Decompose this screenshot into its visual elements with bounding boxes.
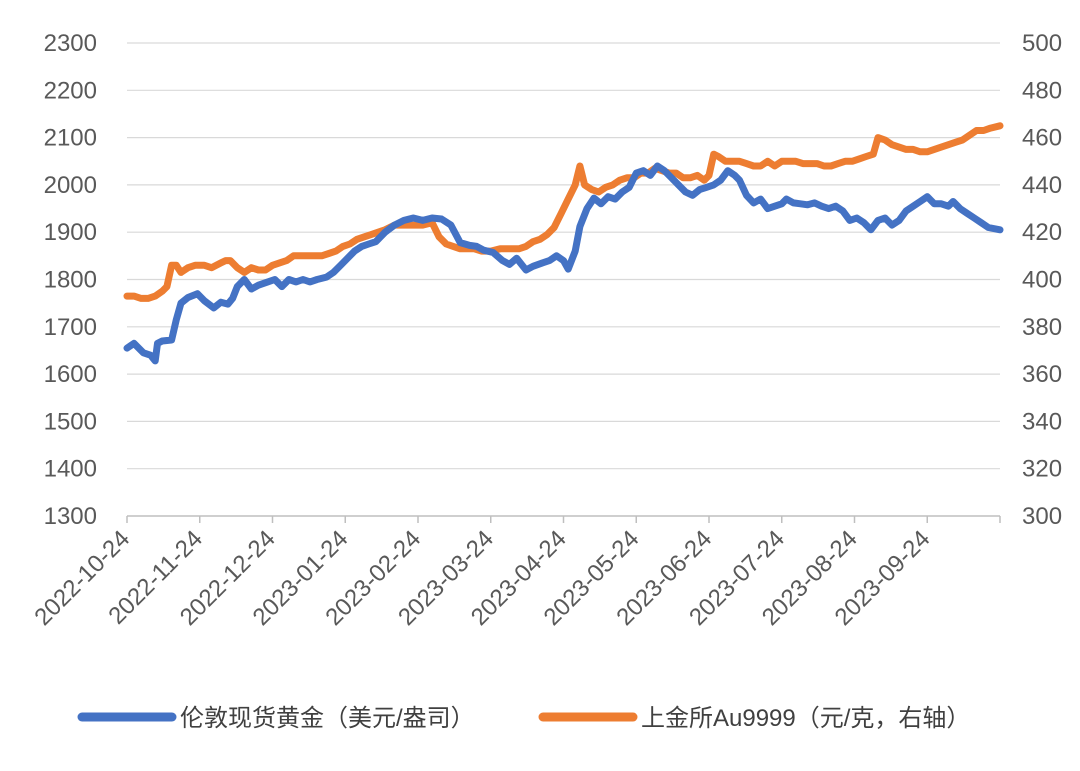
- series-line-london-gold: [123, 162, 1004, 365]
- left-y-tick-label: 2000: [44, 172, 97, 199]
- left-y-tick-label: 1300: [44, 503, 97, 530]
- series-line-sge-au9999: [123, 122, 1004, 302]
- series-layer: [123, 122, 1004, 365]
- x-axis: 2022-10-242022-11-242022-12-242023-01-24…: [29, 516, 1001, 631]
- right-y-axis: 300 320 340 360 380 400 420 440 460 480 500: [1022, 30, 1062, 530]
- left-y-tick-label: 1700: [44, 314, 97, 341]
- right-y-tick-label: 300: [1022, 503, 1062, 530]
- left-y-tick-label: 1500: [44, 408, 97, 435]
- right-y-tick-label: 360: [1022, 361, 1062, 388]
- legend-label-sge-au9999: 上金所Au9999（元/克，右轴）: [641, 705, 970, 732]
- legend-label-london-gold: 伦敦现货黄金（美元/盎司）: [180, 705, 475, 732]
- left-y-tick-label: 1800: [44, 267, 97, 294]
- left-y-tick-label: 1400: [44, 456, 97, 483]
- right-y-tick-label: 380: [1022, 314, 1062, 341]
- left-y-tick-label: 2200: [44, 77, 97, 104]
- right-y-tick-label: 460: [1022, 125, 1062, 152]
- right-y-tick-label: 440: [1022, 172, 1062, 199]
- left-y-tick-label: 2100: [44, 125, 97, 152]
- left-y-tick-label: 2300: [44, 30, 97, 57]
- right-y-tick-label: 400: [1022, 267, 1062, 294]
- left-y-axis: 1300 1400 1500 1600 1700 1800 1900 2000 2100 2200…: [44, 30, 97, 530]
- left-y-tick-label: 1600: [44, 361, 97, 388]
- legend: 伦敦现货黄金（美元/盎司） 上金所Au9999（元/克，右轴）: [77, 705, 970, 732]
- gridlines: [127, 42, 1000, 517]
- right-y-tick-label: 340: [1022, 408, 1062, 435]
- right-y-tick-label: 420: [1022, 219, 1062, 246]
- right-y-tick-label: 320: [1022, 456, 1062, 483]
- right-y-tick-label: 500: [1022, 30, 1062, 57]
- right-y-tick-label: 480: [1022, 77, 1062, 104]
- left-y-tick-label: 1900: [44, 219, 97, 246]
